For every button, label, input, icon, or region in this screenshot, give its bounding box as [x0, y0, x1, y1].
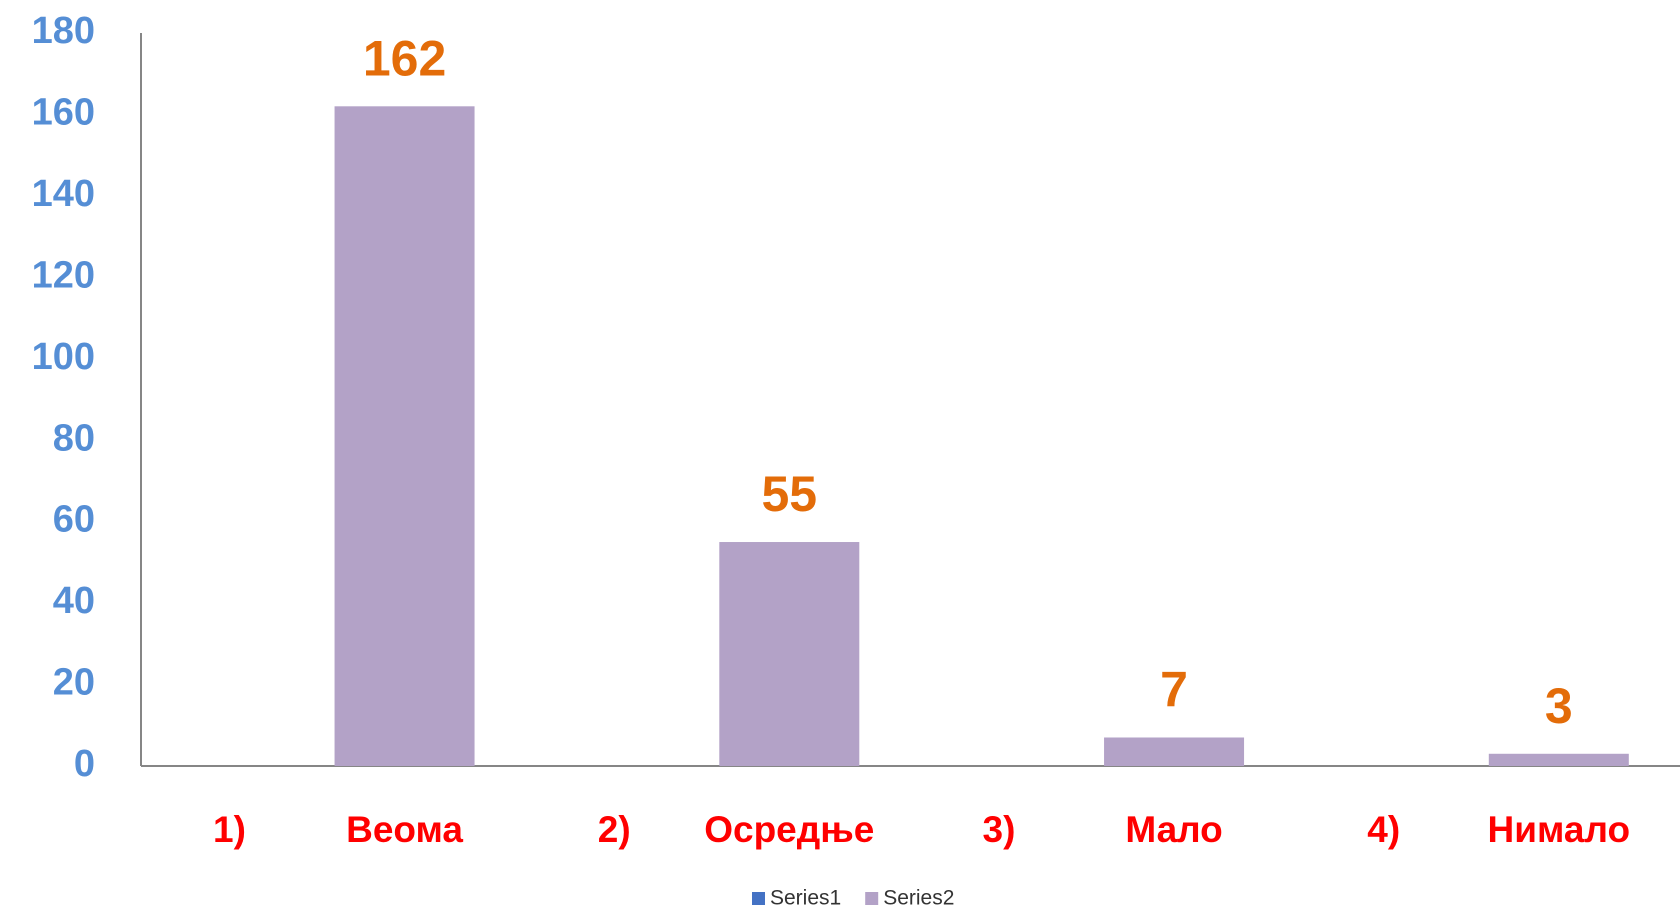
bar	[1104, 737, 1245, 766]
y-tick-label: 0	[74, 743, 95, 785]
value-label: 55	[761, 466, 817, 522]
x-tick-label: Мало	[1125, 809, 1222, 850]
y-tick-label: 100	[32, 336, 95, 378]
bar	[719, 542, 860, 766]
x-tick-label: 3)	[983, 809, 1016, 850]
x-tick-label: Веома	[346, 809, 463, 850]
legend-label: Series1	[770, 887, 841, 910]
y-tick-label: 160	[32, 91, 95, 133]
y-tick-label: 40	[53, 580, 95, 622]
x-tick-label: Осредње	[704, 809, 874, 850]
y-tick-label: 140	[32, 173, 95, 215]
y-tick-label: 180	[32, 10, 95, 52]
bar	[1488, 753, 1629, 766]
value-label: 162	[363, 31, 446, 87]
y-tick-label: 120	[32, 254, 95, 296]
legend-swatch	[865, 892, 879, 905]
y-tick-label: 80	[53, 417, 95, 459]
y-tick-label: 60	[53, 499, 95, 541]
x-tick-label: 1)	[213, 809, 246, 850]
value-label: 7	[1160, 662, 1188, 718]
bar	[334, 106, 475, 767]
x-tick-label: Нимало	[1488, 809, 1631, 850]
x-tick-label: 4)	[1367, 809, 1400, 850]
value-label: 3	[1545, 678, 1573, 734]
y-tick-label: 20	[53, 662, 95, 704]
legend-label: Series2	[883, 887, 954, 910]
legend-swatch	[752, 892, 765, 905]
x-tick-label: 2)	[598, 809, 631, 850]
